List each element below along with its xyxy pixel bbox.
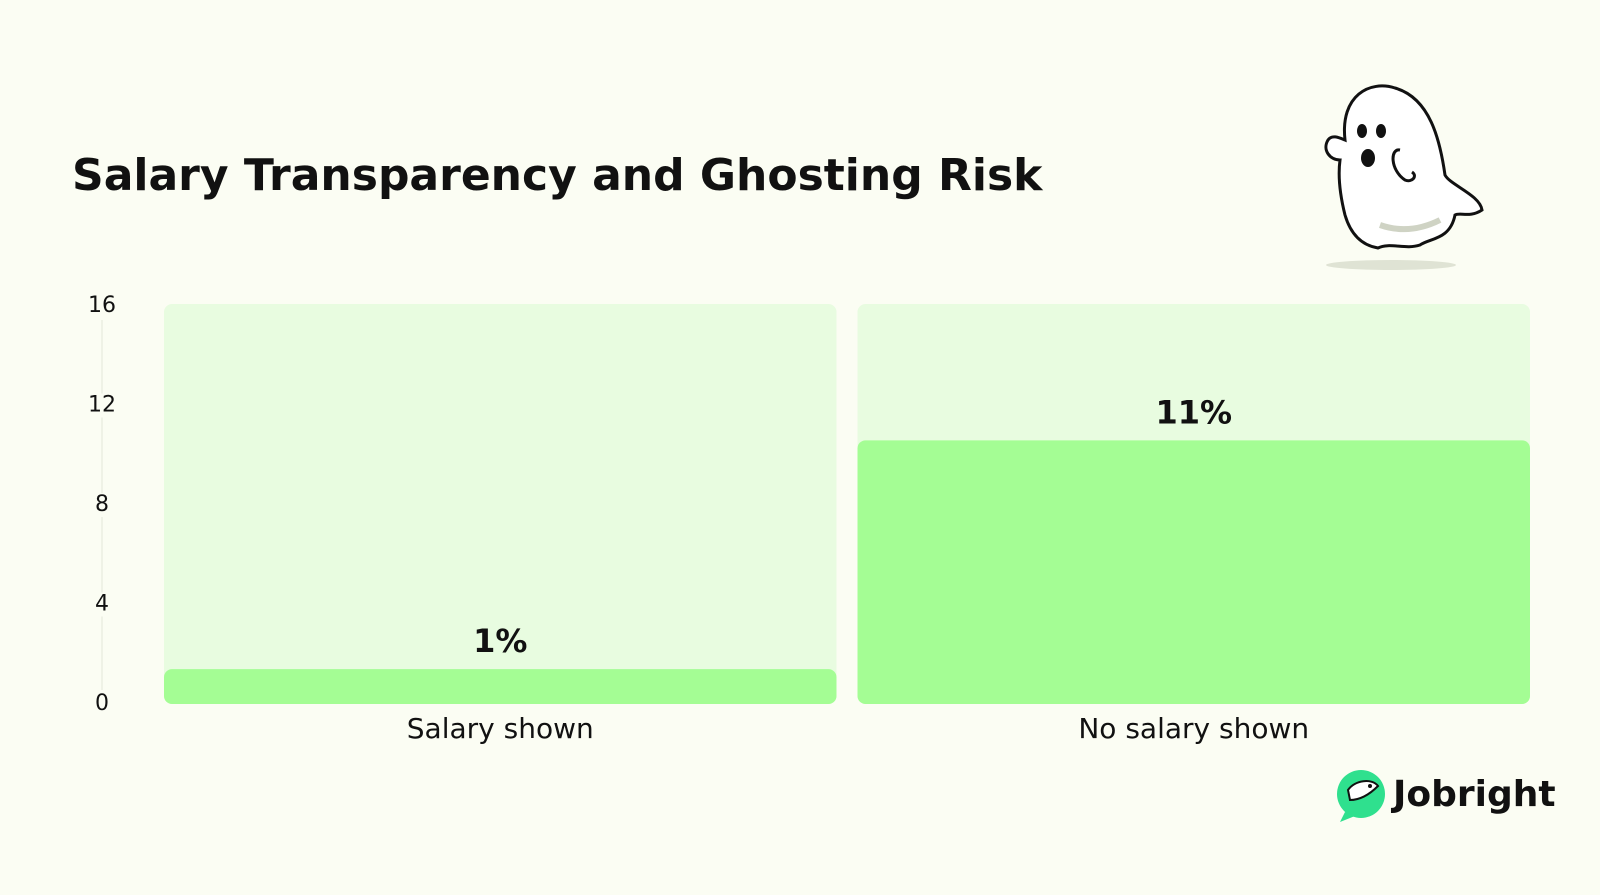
bar-track: [164, 304, 837, 704]
y-tick-bg: [88, 294, 116, 318]
x-tick-label: Salary shown: [407, 712, 594, 745]
y-tick-label: 0: [95, 691, 109, 716]
y-tick-bg: [88, 493, 116, 517]
value-label: 1%: [473, 622, 527, 660]
brand-name: Jobright: [1390, 774, 1556, 815]
y-tick-label: 4: [95, 592, 109, 617]
bar: [857, 440, 1530, 704]
bar: [164, 669, 837, 704]
y-tick-label: 12: [88, 393, 116, 418]
y-tick-bg: [88, 692, 116, 716]
y-tick-label: 8: [95, 492, 109, 517]
brand-logo: [1337, 770, 1385, 822]
value-label: 11%: [1155, 393, 1232, 431]
y-tick-bg: [88, 592, 116, 617]
y-tick-bg: [88, 393, 116, 418]
chart-title: Salary Transparency and Ghosting Risk: [72, 150, 1044, 201]
x-tick-label: No salary shown: [1078, 712, 1309, 745]
ghost: [1324, 84, 1484, 270]
y-tick-label: 16: [88, 293, 116, 318]
